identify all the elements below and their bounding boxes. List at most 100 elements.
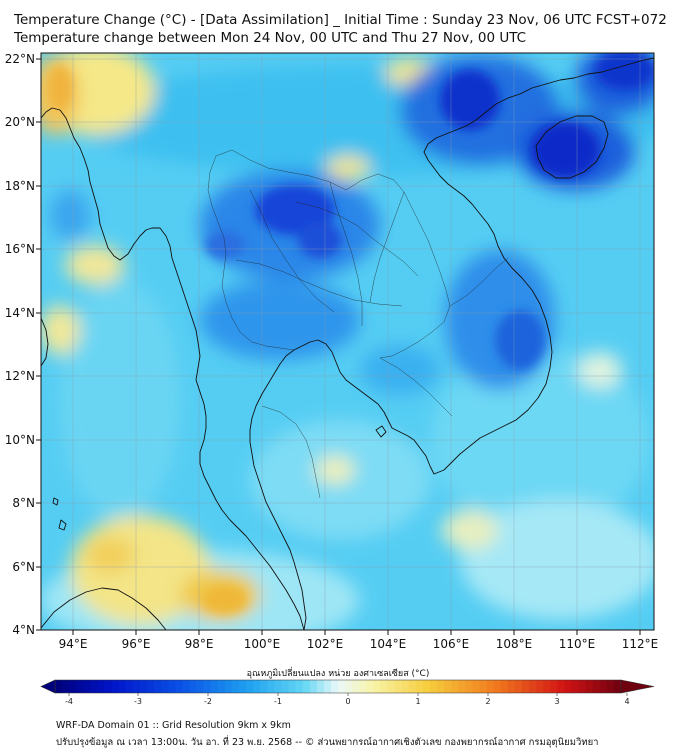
colorbar-segment <box>274 680 282 693</box>
colorbar-segment <box>408 680 417 693</box>
lon-tick-label: 100°E <box>244 637 281 651</box>
lat-tick-label: 14°N <box>5 306 35 320</box>
footer-domain-info: WRF-DA Domain 01 :: Grid Resolution 9km … <box>56 720 291 731</box>
lon-tick-label: 96°E <box>122 637 151 651</box>
colorbar-segment <box>373 680 381 693</box>
colorbar-segment <box>352 680 360 693</box>
colorbar-segment <box>90 680 98 693</box>
plot-area <box>40 52 655 631</box>
colorbar-segment <box>338 680 346 693</box>
colorbar-segment <box>536 680 544 693</box>
colorbar-segment <box>224 680 233 693</box>
colorbar-tick-label: -1 <box>274 697 282 706</box>
colorbar-segment <box>76 680 84 693</box>
colorbar-tick-label: -3 <box>134 697 142 706</box>
colorbar-segment <box>613 680 622 693</box>
lat-axis: 22°N 20°N 18°N 16°N 14°N 12°N 10°N 8°N 6… <box>5 52 41 637</box>
colorbar-segment <box>111 680 120 693</box>
colorbar-segment <box>366 680 374 693</box>
laos-vietnam-border <box>449 257 509 307</box>
lon-tick-label: 108°E <box>496 637 533 651</box>
colorbar-segment <box>260 680 268 693</box>
colorbar-title: อุณหภูมิเปลี่ยนแปลง หน่วย องศาเซลเซียส (… <box>246 669 430 679</box>
colorbar-segment <box>104 680 113 693</box>
colorbar-segment <box>182 680 190 693</box>
lat-tick-label: 16°N <box>5 242 35 256</box>
colorbar-segment <box>295 680 304 693</box>
hainan-island <box>535 115 609 179</box>
colorbar-segment <box>458 680 466 693</box>
western-border <box>207 155 295 351</box>
colorbar-segments <box>55 680 622 693</box>
lon-tick-label: 106°E <box>433 637 470 651</box>
colorbar-segment <box>196 680 204 693</box>
colorbar-segment <box>429 680 438 693</box>
colorbar-segment <box>330 680 339 693</box>
colorbar-segment <box>415 680 424 693</box>
colorbar-segment <box>281 680 289 693</box>
colorbar-segment <box>139 680 148 693</box>
colorbar-segment <box>288 680 296 693</box>
colorbar-segment <box>246 680 254 693</box>
colorbar-segment <box>323 680 332 693</box>
colorbar-segment <box>437 680 445 693</box>
lon-tick-label: 102°E <box>307 637 344 651</box>
colorbar-tick-label: 3 <box>554 697 559 706</box>
map-subtitle: Temperature change between Mon 24 Nov, 0… <box>14 30 527 46</box>
colorbar-segment <box>380 680 388 693</box>
colorbar-segment <box>571 680 579 693</box>
colorbar-segment <box>465 680 473 693</box>
colorbar-tick-label: -2 <box>204 697 212 706</box>
lat-tick-label: 12°N <box>5 369 35 383</box>
colorbar-segment <box>154 680 162 693</box>
colorbar-segment <box>451 680 459 693</box>
province-line-5 <box>369 191 405 303</box>
colorbar: -4 -3 -2 -1 0 1 2 3 4 <box>40 679 655 706</box>
colorbar-segment <box>564 680 572 693</box>
temperature-field <box>41 53 654 630</box>
lat-tick-label: 22°N <box>5 52 35 66</box>
colorbar-segment <box>69 680 77 693</box>
lat-tick-label: 20°N <box>5 115 35 129</box>
lon-tick-label: 98°E <box>185 637 214 651</box>
province-line-1 <box>295 201 419 277</box>
footer-credit: ปรับปรุงข้อมูล ณ เวลา 13:00น. วัน อา. ที… <box>56 737 599 748</box>
lon-tick-label: 94°E <box>59 637 88 651</box>
colorbar-segment <box>83 680 91 693</box>
colorbar-tick-label: -4 <box>65 697 73 706</box>
colorbar-segment <box>599 680 608 693</box>
colorbar-segment <box>97 680 105 693</box>
colorbar-segment <box>168 680 176 693</box>
colorbar-segment <box>146 680 155 693</box>
colorbar-tick-label: 2 <box>485 697 490 706</box>
colorbar-segment <box>161 680 169 693</box>
colorbar-segment <box>486 680 495 693</box>
colorbar-segment <box>189 680 197 693</box>
colorbar-segment <box>472 680 480 693</box>
colorbar-segment <box>500 680 509 693</box>
map-title: Temperature Change (°C) - [Data Assimila… <box>14 12 667 28</box>
colorbar-segment <box>55 680 63 693</box>
colorbar-segment <box>231 680 240 693</box>
vietnam-china-coast <box>407 57 654 475</box>
island-3 <box>375 425 387 438</box>
colorbar-max-arrow <box>620 679 655 694</box>
province-line-3 <box>235 259 403 307</box>
colorbar-segment <box>578 680 587 693</box>
colorbar-segment <box>316 680 325 693</box>
colorbar-segment <box>585 680 594 693</box>
lon-tick-label: 110°E <box>559 637 596 651</box>
lat-tick-label: 18°N <box>5 179 35 193</box>
colorbar-segment <box>345 680 353 693</box>
colorbar-segment <box>543 680 551 693</box>
colorbar-segment <box>62 680 70 693</box>
coastlines <box>41 57 654 630</box>
colorbar-segment <box>521 680 530 693</box>
lat-tick-label: 10°N <box>5 433 35 447</box>
colorbar-segment <box>514 680 523 693</box>
island-2 <box>52 497 59 506</box>
colorbar-segment <box>210 680 219 693</box>
colorbar-segment <box>550 680 558 693</box>
colorbar-tick-label: 0 <box>345 697 350 706</box>
